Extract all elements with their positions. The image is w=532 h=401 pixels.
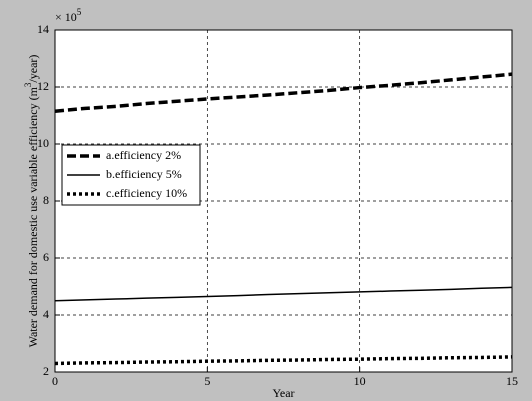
y-tick-label: 10 [37, 136, 49, 150]
x-tick-label: 0 [52, 374, 58, 388]
label-part: × 10 [55, 10, 77, 24]
y-tick-label: 14 [37, 22, 49, 36]
label-part: Water demand for domestic use variable e… [26, 86, 40, 347]
multiplier: × 105 [55, 7, 82, 24]
y-tick-label: 8 [43, 193, 49, 207]
y-tick-label: 6 [43, 250, 49, 264]
y-axis-label: Water demand for domestic use variable e… [23, 55, 40, 348]
series-line [54, 72, 513, 113]
x-tick-label: 15 [506, 374, 518, 388]
superscript: 3 [23, 82, 33, 87]
legend-label: b.efficiency 5% [106, 167, 182, 181]
series-line [54, 355, 513, 366]
x-tick-label: 5 [204, 374, 210, 388]
label-part: /year) [26, 55, 40, 83]
series-line [54, 286, 513, 302]
legend-label: c.efficiency 10% [106, 186, 187, 200]
y-tick-label: 2 [43, 364, 49, 378]
x-tick-label: 10 [354, 374, 366, 388]
legend-label: a.efficiency 2% [106, 148, 181, 162]
x-axis-label: Year [272, 386, 294, 400]
superscript: 5 [77, 7, 82, 17]
y-tick-label: 12 [37, 79, 49, 93]
y-tick-label: 4 [43, 307, 49, 321]
